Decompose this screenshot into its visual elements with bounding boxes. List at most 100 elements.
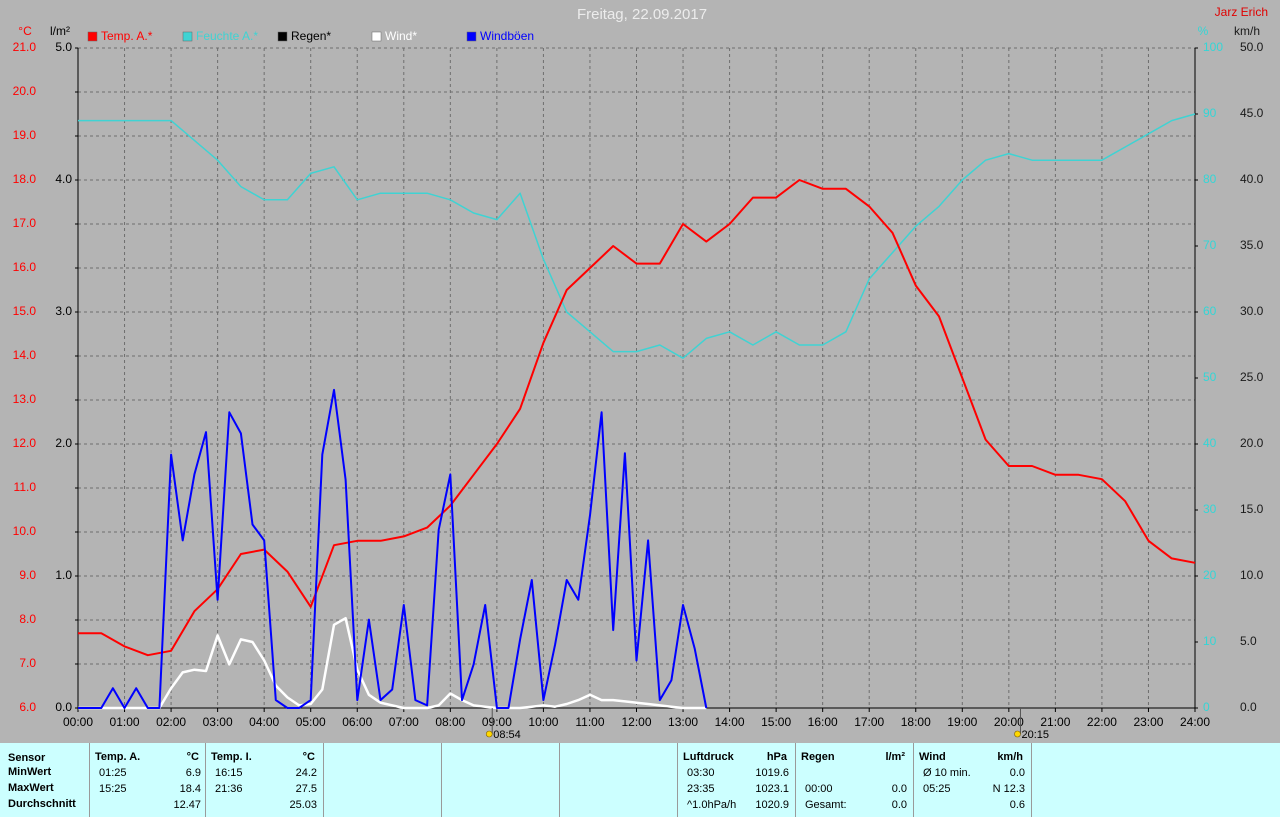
y-tick-label: 10 — [1203, 634, 1217, 648]
column-unit: °C — [186, 751, 199, 763]
y-tick-label: 8.0 — [19, 612, 36, 626]
column-divider — [205, 743, 206, 817]
x-tick-label: 03:00 — [203, 715, 233, 729]
x-tick-label: 05:00 — [296, 715, 326, 729]
y-tick-label: 6.0 — [19, 700, 36, 714]
y-tick-label: 18.0 — [13, 172, 37, 186]
y-tick-label: 35.0 — [1240, 238, 1264, 252]
y-tick-label: 11.0 — [14, 480, 37, 494]
y-tick-label: 25.0 — [1240, 370, 1264, 384]
x-tick-label: 13:00 — [668, 715, 698, 729]
series-line — [78, 616, 707, 710]
y-tick-label: 21.0 — [13, 40, 37, 54]
legend-label: Windböen — [480, 29, 534, 43]
x-tick-label: 21:00 — [1040, 715, 1070, 729]
x-tick-label: 07:00 — [389, 715, 419, 729]
summary-table: Sensor MinWert MaxWert Durchschnitt Temp. A… — [0, 743, 1280, 817]
y-tick-label: 13.0 — [13, 392, 37, 406]
cell-time: ^1.0hPa/h — [687, 799, 737, 811]
row-label: MinWert — [8, 766, 52, 778]
y-tick-label: 0.0 — [55, 700, 72, 714]
x-tick-label: 01:00 — [110, 715, 140, 729]
y-tick-label: 45.0 — [1240, 106, 1264, 120]
legend-label: Wind* — [385, 29, 417, 43]
cell-value: 0.0 — [891, 799, 907, 811]
x-tick-label: 20:00 — [994, 715, 1024, 729]
column-divider — [677, 743, 678, 817]
x-tick-label: 06:00 — [342, 715, 372, 729]
x-tick-label: 02:00 — [156, 715, 186, 729]
y-tick-label: 10.0 — [13, 524, 37, 538]
legend-swatch — [182, 31, 193, 42]
x-tick-label: 15:00 — [761, 715, 791, 729]
chart-title: Freitag, 22.09.2017 — [577, 6, 707, 23]
y-tick-label: 3.0 — [55, 304, 72, 318]
column-unit: °C — [302, 751, 315, 763]
legend-swatch — [87, 31, 98, 42]
y-tick-label: 10.0 — [1240, 568, 1264, 582]
cell-value: 27.5 — [295, 783, 317, 795]
x-tick-label: 16:00 — [808, 715, 838, 729]
y-tick-label: 7.0 — [19, 656, 36, 670]
y-tick-label: 12.0 — [13, 436, 37, 450]
legend-label: Temp. A.* — [101, 29, 153, 43]
annotation-label: 08:54 — [493, 729, 521, 741]
y-tick-label: 20.0 — [1240, 436, 1264, 450]
cell-value: 18.4 — [179, 783, 201, 795]
column-divider — [559, 743, 560, 817]
axis-title: % — [1198, 24, 1209, 38]
column-divider — [323, 743, 324, 817]
y-tick-label: 5.0 — [55, 40, 72, 54]
y-tick-label: 9.0 — [19, 568, 36, 582]
y-tick-label: 15.0 — [1240, 502, 1264, 516]
y-tick-label: 20.0 — [13, 84, 37, 98]
y-tick-label: 50.0 — [1240, 40, 1264, 54]
y-tick-label: 50 — [1203, 370, 1217, 384]
row-label: MaxWert — [8, 782, 54, 794]
y-tick-label: 0 — [1203, 700, 1210, 714]
y-tick-label: 4.0 — [55, 172, 72, 186]
cell-value: 1020.9 — [755, 799, 789, 811]
legend-label: Feuchte A.* — [196, 29, 258, 43]
row-label: Durchschnitt — [8, 798, 76, 810]
y-tick-label: 15.0 — [13, 304, 37, 318]
cell-time: 23:35 — [687, 783, 715, 795]
legend-swatch — [466, 31, 477, 42]
x-tick-label: 00:00 — [63, 715, 93, 729]
column-divider — [1031, 743, 1032, 817]
y-tick-label: 80 — [1203, 172, 1217, 186]
column-divider — [89, 743, 90, 817]
cell-value: 25.03 — [289, 799, 317, 811]
axis-title: l/m² — [50, 24, 70, 38]
axis-title: °C — [18, 24, 32, 38]
cell-value: 0.0 — [1009, 767, 1025, 779]
cell-time: 16:15 — [215, 767, 243, 779]
series-line — [78, 113, 1196, 359]
column-header: Wind — [919, 751, 946, 763]
y-tick-label: 16.0 — [13, 260, 37, 274]
cell-value: 0.0 — [891, 783, 907, 795]
y-tick-label: 17.0 — [13, 216, 37, 230]
y-tick-label: 70 — [1203, 238, 1217, 252]
column-header: Temp. A. — [95, 751, 141, 763]
cell-value: 6.9 — [185, 767, 201, 779]
column-header: Luftdruck — [683, 751, 734, 763]
cell-value: 1019.6 — [755, 767, 789, 779]
sun-icon — [1014, 730, 1021, 738]
legend-swatch — [371, 31, 382, 42]
y-tick-label: 60 — [1203, 304, 1217, 318]
y-tick-label: 30 — [1203, 502, 1217, 516]
column-header: Temp. I. — [211, 751, 252, 763]
column-divider — [441, 743, 442, 817]
cell-time: 15:25 — [99, 783, 127, 795]
y-tick-label: 100 — [1203, 40, 1223, 54]
sun-icon — [485, 730, 493, 738]
legend-swatch — [277, 31, 288, 42]
y-tick-label: 5.0 — [1240, 634, 1257, 648]
y-tick-label: 30.0 — [1240, 304, 1264, 318]
y-tick-label: 40.0 — [1240, 172, 1264, 186]
chart: Freitag, 22.09.2017 Jarz Erich 00:00 01:0… — [13, 5, 1268, 741]
cell-time: 01:25 — [99, 767, 127, 779]
cell-time: 21:36 — [215, 783, 243, 795]
